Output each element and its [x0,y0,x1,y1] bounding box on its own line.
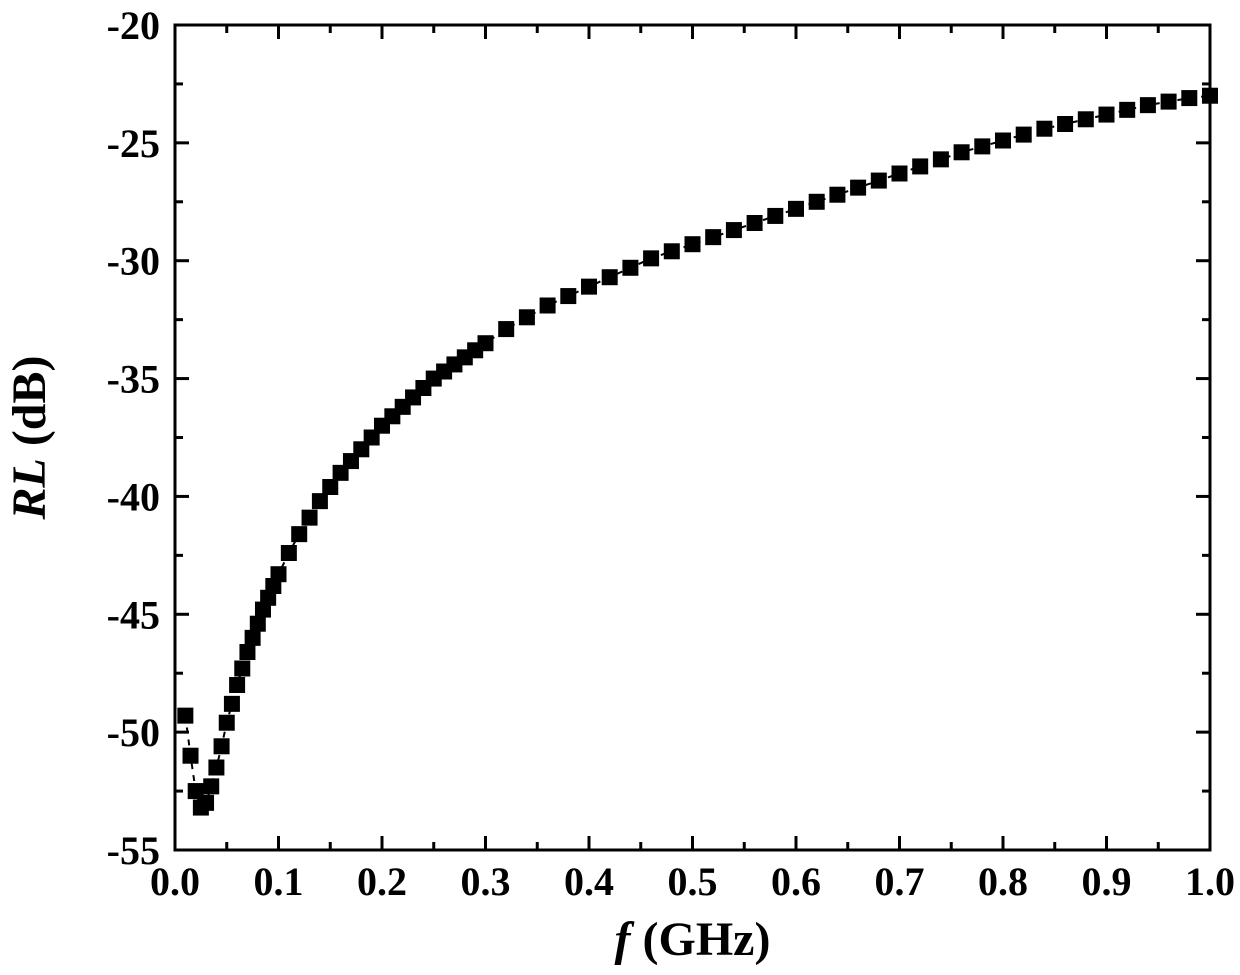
x-tick-label: 1.0 [1185,859,1235,904]
x-axis-title: f (GHz) [615,913,771,966]
x-tick-label: 0.1 [254,859,304,904]
x-tick-label: 0.7 [875,859,925,904]
y-tick-label: -25 [107,121,160,166]
chart-container: 0.00.10.20.30.40.50.60.70.80.91.0-55-50-… [0,0,1240,975]
x-tick-label: 0.9 [1082,859,1132,904]
x-tick-label: 0.6 [771,859,821,904]
y-tick-label: -20 [107,3,160,48]
y-tick-label: -45 [107,592,160,637]
y-tick-label: -35 [107,357,160,402]
y-tick-label: -30 [107,239,160,284]
y-tick-label: -50 [107,710,160,755]
x-tick-label: 0.4 [564,859,614,904]
x-tick-label: 0.2 [357,859,407,904]
x-tick-label: 0.3 [461,859,511,904]
x-tick-label: 0.8 [978,859,1028,904]
y-axis-title: RL (dB) [3,355,56,520]
x-tick-label: 0.5 [668,859,718,904]
y-tick-label: -55 [107,828,160,873]
y-tick-label: -40 [107,474,160,519]
chart-svg: 0.00.10.20.30.40.50.60.70.80.91.0-55-50-… [0,0,1240,975]
